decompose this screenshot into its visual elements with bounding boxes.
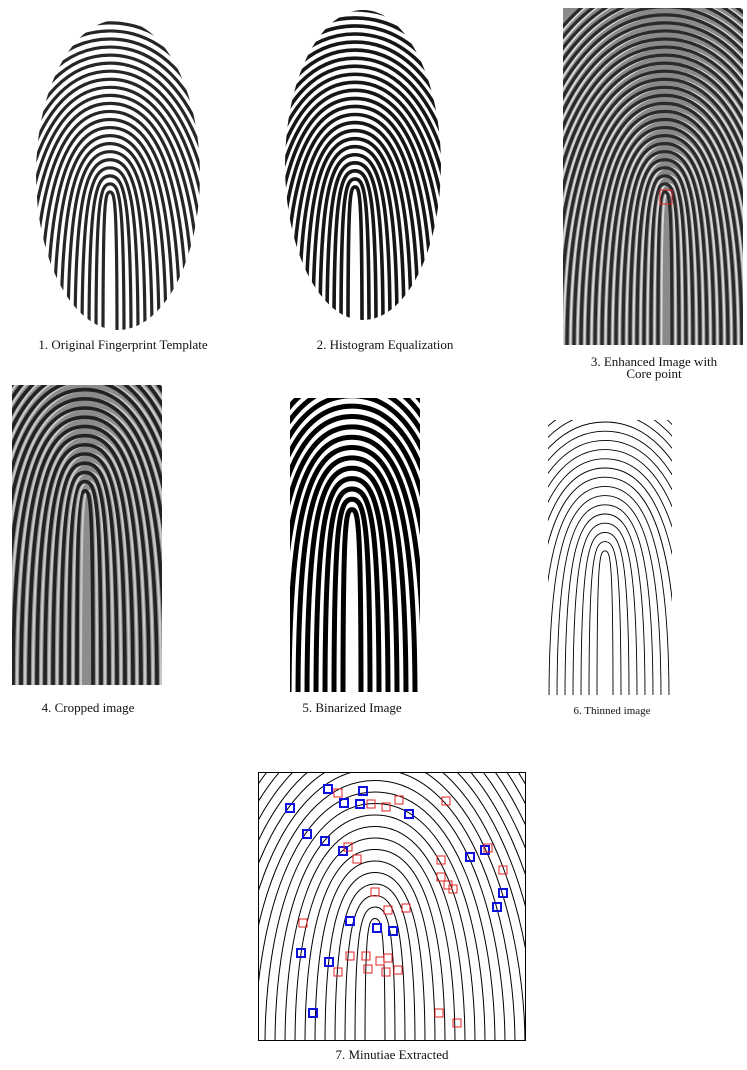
ridge (341, 179, 369, 330)
ridge (215, 34, 495, 330)
ridge (348, 187, 362, 330)
ridge (199, 344, 505, 700)
ridge (103, 192, 117, 340)
ridge-pattern (0, 0, 292, 340)
caption: 6. Thinned image (573, 705, 650, 717)
ridge (493, 431, 717, 700)
ridge (469, 404, 741, 700)
ridge (549, 496, 661, 700)
ridge (501, 440, 709, 700)
ridge (453, 385, 747, 700)
ridge-pattern (173, 0, 537, 330)
caption: 4. Cropped image (42, 700, 135, 715)
ridge (0, 0, 292, 340)
ridge-pattern (445, 376, 747, 700)
ridge (253, 406, 451, 700)
caption: Core point (626, 366, 682, 381)
caption: 7. Minutiae Extracted (336, 1047, 449, 1062)
ridge (509, 450, 701, 700)
ridge (557, 505, 653, 700)
ridge (334, 499, 370, 700)
ridge (597, 551, 613, 700)
ridge (244, 396, 460, 700)
ridge (445, 376, 747, 700)
ridge (190, 334, 514, 700)
caption: 2. Histogram Equalization (317, 337, 454, 352)
ridge (343, 510, 361, 700)
ridge (477, 413, 733, 700)
ridge (0, 47, 243, 340)
caption: 5. Binarized Image (302, 700, 401, 715)
ridge (226, 375, 478, 700)
ridge (485, 422, 725, 700)
ridge (541, 486, 669, 700)
ridge (172, 313, 532, 700)
ridge (96, 184, 124, 340)
ridge (581, 532, 629, 700)
ridge (0, 15, 271, 340)
ridge (235, 385, 469, 700)
ridge-pattern (172, 313, 532, 700)
ridge (589, 542, 621, 700)
figure: 1. Original Fingerprint Template 2. Hist… (0, 0, 747, 1070)
caption: 1. Original Fingerprint Template (38, 337, 207, 352)
